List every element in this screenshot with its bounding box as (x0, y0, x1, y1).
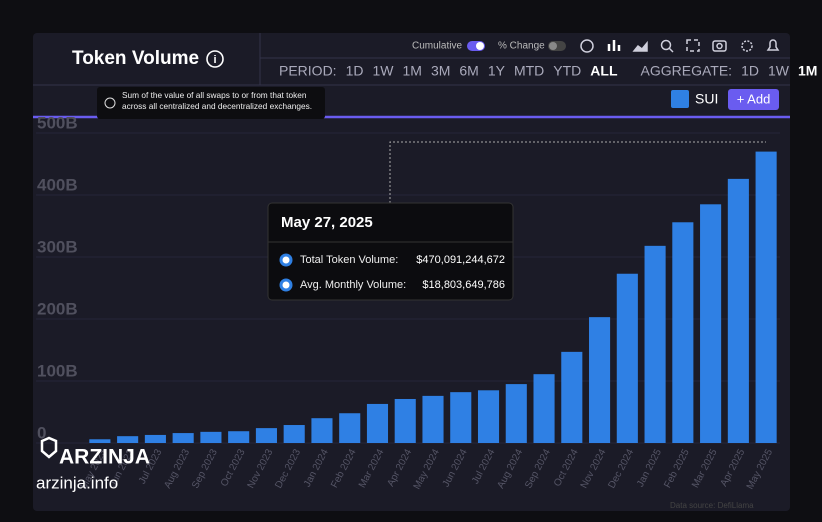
bar (422, 395, 444, 443)
bar (311, 418, 333, 443)
info-icon-small (104, 97, 116, 109)
aggregate-label: AGGREGATE: (641, 63, 733, 79)
bar (450, 392, 472, 443)
area-icon[interactable] (632, 40, 648, 52)
y-tick-label: 0 (37, 423, 46, 442)
tooltip-marker (279, 278, 293, 292)
tooltip-rows: Total Token Volume: $470,091,244,672 Avg. … (279, 253, 505, 292)
toggle-label: Cumulative (412, 41, 462, 52)
expand-icon[interactable] (686, 39, 700, 52)
info-text-box: Sum of the value of all swaps to or from… (122, 90, 313, 111)
bar (228, 431, 250, 443)
period-option[interactable]: 1M (402, 63, 421, 79)
aggregate-option[interactable]: 1W (768, 63, 790, 79)
bar (644, 245, 666, 443)
info-text: Sum of the value of all swaps to or from… (122, 90, 313, 111)
bar (727, 178, 749, 443)
bar (700, 204, 722, 443)
tooltip-label: Avg. Monthly Volume: (300, 279, 406, 291)
settings-icon[interactable] (741, 40, 753, 52)
y-tick-label: 500B (37, 113, 78, 132)
camera-icon[interactable] (712, 40, 727, 52)
bell-icon[interactable] (766, 39, 780, 51)
aggregate-option[interactable]: 1D (741, 63, 759, 79)
period-option[interactable]: 6M (459, 63, 478, 79)
bar (616, 273, 638, 443)
bar (283, 425, 305, 443)
pie-icon[interactable] (580, 39, 594, 53)
bar (117, 436, 139, 443)
bar (255, 428, 277, 443)
bar-icon[interactable] (607, 40, 621, 51)
bar (144, 434, 166, 443)
bar (89, 439, 111, 443)
legend-swatch (671, 90, 689, 108)
tooltip-value: $470,091,244,672 (416, 254, 505, 266)
aggregate-option[interactable]: 1M (798, 63, 817, 79)
info-tooltip (97, 87, 325, 119)
bar (200, 431, 222, 443)
period-option[interactable]: 3M (431, 63, 450, 79)
bar (672, 222, 694, 443)
period-option[interactable]: MTD (514, 63, 544, 79)
tooltip-value: $18,803,649,786 (422, 279, 505, 291)
bar (172, 433, 194, 443)
brand-url: arzinja.info (36, 473, 118, 492)
logo (40, 436, 58, 459)
bar (589, 317, 611, 443)
bar (477, 390, 500, 443)
crosshair (389, 141, 766, 203)
title: Token Volume (72, 48, 199, 69)
y-tick-label: 100B (37, 361, 78, 380)
toolbar: Cumulative % Change PERIOD: 1D 1W 1M 3M 6M 1Y MTD… (279, 41, 817, 79)
add-button-label: + Add (737, 91, 771, 106)
y-tick-label: 400B (37, 175, 78, 194)
bar (755, 151, 777, 443)
bar (394, 398, 416, 443)
legend-label: SUI (695, 91, 718, 107)
y-tick-label: 200B (37, 299, 78, 318)
search-icon[interactable] (660, 39, 672, 51)
period-option[interactable]: ALL (590, 63, 618, 79)
toggle-knob (549, 42, 557, 50)
bar (533, 374, 555, 443)
toolbar-icons (580, 39, 780, 53)
source: Data source: DefiLlama (670, 501, 754, 510)
period-option[interactable]: 1D (346, 63, 364, 79)
tooltip-label: Total Token Volume: (300, 254, 398, 266)
tooltip-date: May 27, 2025 (281, 214, 373, 231)
tooltip-marker (279, 253, 293, 267)
info-glyph: i (213, 54, 216, 66)
info-icon[interactable] (206, 50, 224, 68)
bar (366, 403, 389, 443)
bar (505, 384, 527, 443)
bar (339, 413, 361, 443)
brand: ARZINJA (59, 446, 150, 469)
period-option[interactable]: 1W (372, 63, 394, 79)
tooltip (267, 202, 514, 301)
toggle-label: % Change (498, 41, 545, 52)
toggle-knob (476, 42, 484, 50)
add-button[interactable] (728, 89, 779, 110)
period-label: PERIOD: (279, 63, 337, 79)
period-option[interactable]: YTD (553, 63, 581, 79)
period-option[interactable]: 1Y (488, 63, 506, 79)
bar (561, 351, 583, 443)
y-tick-label: 300B (37, 237, 78, 256)
